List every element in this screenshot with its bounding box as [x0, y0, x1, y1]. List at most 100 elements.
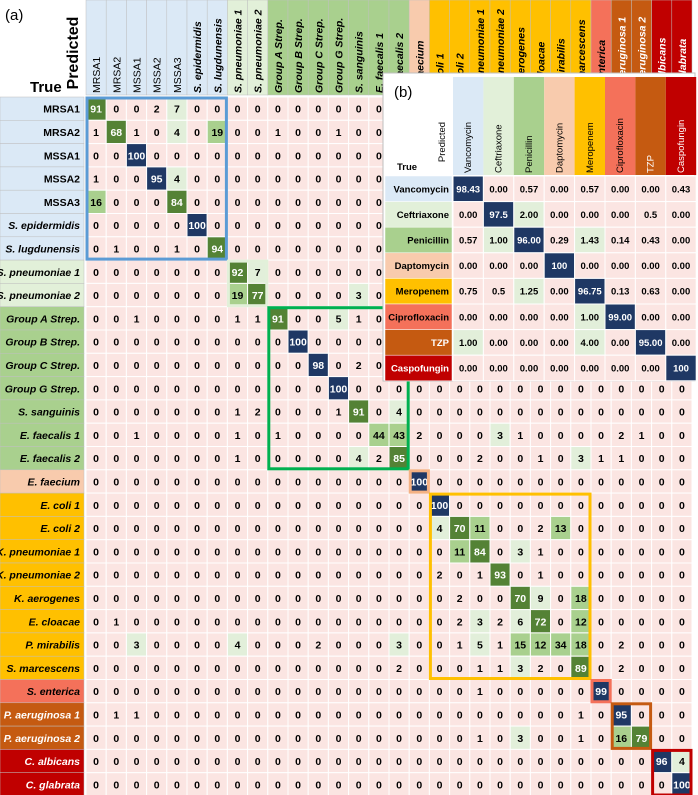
- cell-value-p-aeruginosa-2-p-mirabilis: 0: [558, 733, 564, 745]
- cell-value-s-epidermidis-s-pneumoniae-2: 0: [255, 220, 261, 232]
- cell-value-s-marcescens-group-g-strep: 0: [336, 663, 342, 675]
- b-cell-value-meropenem-meropenem: 96.75: [578, 287, 602, 298]
- cell-value-p-aeruginosa-1-e-cloacae: 0: [538, 709, 544, 721]
- cell-value-mrsa1-mrsa2: 0: [113, 104, 119, 116]
- cell-value-s-enterica-s-pneumoniae-2: 0: [255, 686, 261, 698]
- cell-value-s-pneumoniae-1-s-pneumoniae-2: 7: [255, 267, 261, 279]
- cell-value-mssa3-s-pneumoniae-2: 0: [255, 197, 261, 209]
- cell-value-group-g-strep-k-pneumoniae-2: 0: [497, 383, 503, 395]
- cell-value-s-sanguinis-c-glabrata: 0: [679, 407, 685, 419]
- cell-value-p-mirabilis-group-g-strep: 0: [336, 640, 342, 652]
- cell-value-k-pneumoniae-2-e-faecalis-1: 0: [376, 570, 382, 582]
- cell-value-mssa2-mssa2: 95: [151, 174, 163, 186]
- cell-value-group-g-strep-s-epidermidis: 0: [194, 383, 200, 395]
- cell-value-c-albicans-k-aerogenes: 0: [517, 756, 523, 768]
- cell-value-k-pneumoniae-2-mssa3: 0: [174, 570, 180, 582]
- b-cell-value-meropenem-ciprofloxacin: 0.13: [611, 287, 630, 298]
- cell-value-mssa2-group-c-strep: 0: [315, 174, 321, 186]
- cell-value-p-aeruginosa-2-group-g-strep: 0: [336, 733, 342, 745]
- cell-value-e-faecalis-1-mssa1: 1: [134, 430, 140, 442]
- cell-value-e-faecium-p-mirabilis: 0: [558, 476, 564, 488]
- cell-value-k-pneumoniae-1-s-enterica: 0: [598, 546, 604, 558]
- cell-value-s-enterica-group-c-strep: 0: [315, 686, 321, 698]
- cell-value-k-pneumoniae-2-mrsa1: 0: [93, 570, 99, 582]
- cell-value-k-pneumoniae-2-s-enterica: 0: [598, 570, 604, 582]
- cell-value-p-mirabilis-p-aeruginosa-2: 0: [639, 640, 645, 652]
- cell-value-e-coli-2-s-pneumoniae-1: 0: [235, 523, 241, 535]
- cell-value-mrsa1-s-sanguinis: 0: [356, 104, 362, 116]
- cell-value-e-faecium-e-cloacae: 0: [538, 476, 544, 488]
- cell-value-c-glabrata-s-lugdunensis: 0: [214, 779, 220, 791]
- cell-value-e-coli-1-mrsa2: 0: [113, 500, 119, 512]
- cell-value-mrsa2-group-c-strep: 0: [315, 127, 321, 139]
- cell-value-p-mirabilis-s-sanguinis: 0: [356, 640, 362, 652]
- cell-value-c-albicans-s-enterica: 0: [598, 756, 604, 768]
- cell-value-p-mirabilis-s-pneumoniae-2: 0: [255, 640, 261, 652]
- cell-value-e-cloacae-group-b-strep: 0: [295, 616, 301, 628]
- cell-value-p-aeruginosa-2-s-enterica: 0: [598, 733, 604, 745]
- cell-value-k-pneumoniae-2-e-coli-2: 0: [457, 570, 463, 582]
- cell-value-p-aeruginosa-2-group-c-strep: 0: [315, 733, 321, 745]
- cell-value-e-faecium-mssa3: 0: [174, 476, 180, 488]
- cell-value-group-a-strep-s-pneumoniae-2: 1: [255, 313, 261, 325]
- cell-value-e-coli-1-s-enterica: 0: [598, 500, 604, 512]
- cell-value-mssa1-s-lugdunensis: 0: [214, 150, 220, 162]
- column-label-s-sanguinis: S. sanguinis: [354, 31, 366, 93]
- cell-value-k-pneumoniae-2-e-faecalis-2: 0: [396, 570, 402, 582]
- cell-value-group-c-strep-group-c-strep: 98: [312, 360, 324, 372]
- cell-value-e-faecalis-2-k-pneumoniae-1: 2: [477, 453, 483, 465]
- cell-value-e-cloacae-e-coli-2: 2: [457, 616, 463, 628]
- b-cell-value-vancomycin-ciprofloxacin: 0.00: [611, 184, 630, 195]
- cell-value-e-coli-2-e-coli-1: 4: [437, 523, 443, 535]
- cell-value-k-pneumoniae-2-k-aerogenes: 0: [517, 570, 523, 582]
- row-label-s-sanguinis: S. sanguinis: [18, 407, 80, 419]
- cell-value-s-marcescens-s-pneumoniae-1: 0: [235, 663, 241, 675]
- cell-value-e-faecalis-1-group-c-strep: 0: [315, 430, 321, 442]
- cell-value-e-coli-1-k-aerogenes: 0: [517, 500, 523, 512]
- cell-value-p-mirabilis-s-marcescens: 18: [575, 640, 587, 652]
- b-cell-value-penicillin-ceftriaxone: 1.00: [489, 236, 508, 247]
- cell-value-mssa2-e-faecalis-1: 0: [376, 174, 382, 186]
- cell-value-e-cloacae-e-faecium: 0: [416, 616, 422, 628]
- cell-value-mrsa2-s-pneumoniae-2: 0: [255, 127, 261, 139]
- cell-value-e-coli-2-s-pneumoniae-2: 0: [255, 523, 261, 535]
- cell-value-mssa1-mrsa1: 0: [93, 150, 99, 162]
- cell-value-k-aerogenes-s-marcescens: 18: [575, 593, 587, 605]
- cell-value-e-coli-1-s-marcescens: 0: [578, 500, 584, 512]
- b-cell-daptomycin-meropenem: [574, 252, 606, 279]
- cell-value-s-enterica-p-mirabilis: 0: [558, 686, 564, 698]
- cell-value-e-faecium-e-coli-2: 0: [457, 476, 463, 488]
- b-row-label-vancomycin: Vancomycin: [394, 184, 450, 195]
- cell-value-c-albicans-mssa3: 0: [174, 756, 180, 768]
- cell-value-e-faecium-k-pneumoniae-2: 0: [497, 476, 503, 488]
- b-cell-value-ciprofloxacin-daptomycin: 0.00: [550, 312, 569, 323]
- cell-value-s-pneumoniae-2-s-epidermidis: 0: [194, 290, 200, 302]
- b-row-label-ceftriaxone: Ceftriaxone: [397, 210, 449, 221]
- cell-value-mrsa1-e-faecalis-1: 0: [376, 104, 382, 116]
- cell-value-s-epidermidis-group-c-strep: 0: [315, 220, 321, 232]
- cell-value-mssa3-group-a-strep: 0: [275, 197, 281, 209]
- cell-value-k-aerogenes-s-pneumoniae-2: 0: [255, 593, 261, 605]
- b-cell-vancomycin-caspofungin: [665, 175, 697, 203]
- cell-value-e-faecalis-1-s-marcescens: 0: [578, 430, 584, 442]
- b-cell-value-ciprofloxacin-caspofungin: 0.00: [672, 312, 691, 323]
- cell-value-p-aeruginosa-1-k-pneumoniae-1: 0: [477, 709, 483, 721]
- cell-value-e-faecalis-1-e-faecalis-1: 44: [373, 430, 385, 442]
- cell-value-s-lugdunensis-s-pneumoniae-2: 0: [255, 243, 261, 255]
- cell-value-e-faecalis-2-k-aerogenes: 0: [517, 453, 523, 465]
- b-cell-value-meropenem-ceftriaxone: 0.5: [492, 287, 506, 298]
- cell-value-e-faecalis-2-p-mirabilis: 0: [558, 453, 564, 465]
- cell-value-k-aerogenes-mssa1: 0: [134, 593, 140, 605]
- cell-value-p-mirabilis-mrsa2: 0: [113, 640, 119, 652]
- cell-value-c-albicans-k-pneumoniae-1: 0: [477, 756, 483, 768]
- cell-value-e-faecalis-2-k-pneumoniae-2: 0: [497, 453, 503, 465]
- cell-value-mssa3-e-faecalis-1: 0: [376, 197, 382, 209]
- cell-value-k-aerogenes-c-albicans: 0: [659, 593, 665, 605]
- cell-value-k-pneumoniae-1-e-coli-1: 0: [437, 546, 443, 558]
- cell-value-s-marcescens-k-pneumoniae-2: 1: [497, 663, 503, 675]
- b-cell-value-vancomycin-vancomycin: 98.43: [456, 184, 480, 195]
- cell-value-group-g-strep-s-enterica: 0: [598, 383, 604, 395]
- cell-value-c-glabrata-group-g-strep: 0: [336, 779, 342, 791]
- cell-value-mrsa2-s-epidermidis: 0: [194, 127, 200, 139]
